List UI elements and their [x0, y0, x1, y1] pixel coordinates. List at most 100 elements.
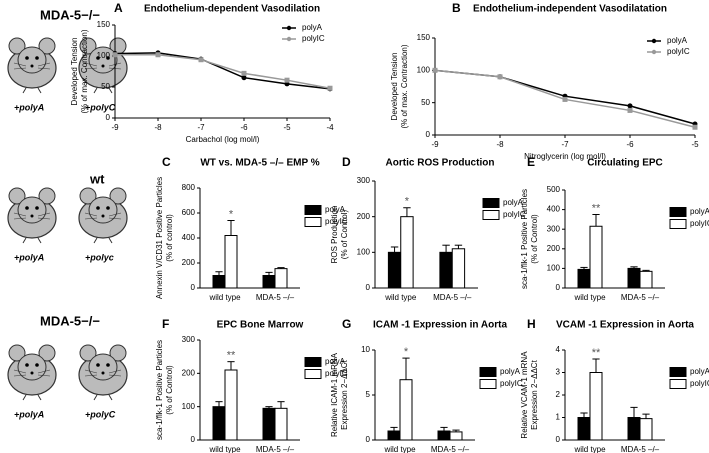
point: [432, 67, 438, 73]
chart-title: Endothelium-independent Vasodilatation: [473, 4, 667, 15]
bar: [224, 369, 238, 441]
x-tick-label: wild type: [208, 293, 241, 302]
x-tick-label: MDA-5 –/–: [431, 445, 470, 453]
bar: [262, 275, 276, 289]
legend-swatch: [304, 369, 322, 379]
y-axis-label: (% of max. Contraction): [400, 44, 409, 128]
y-axis-label: Annexin V/CD31 Positive Particles: [155, 177, 164, 299]
point: [112, 52, 118, 58]
legend-label: polyIC: [302, 34, 325, 43]
y-tick-label: 300: [357, 176, 371, 185]
significance: **: [592, 202, 601, 214]
legend-swatch: [669, 379, 687, 389]
bar: [224, 235, 238, 289]
legend-label: polyIC: [690, 379, 709, 388]
x-tick-label: MDA-5 –/–: [621, 293, 660, 302]
y-tick-label: 0: [191, 283, 196, 292]
y-axis-label: Expression 2−ΔΔCt: [530, 359, 539, 429]
panel-letter: H: [527, 317, 536, 331]
panel-letter: C: [162, 155, 171, 169]
x-tick-label: -6: [626, 140, 634, 149]
bar: [274, 268, 288, 289]
y-tick-label: 200: [182, 258, 196, 267]
x-tick-label: wild type: [384, 293, 417, 302]
y-tick-label: 600: [182, 208, 196, 217]
y-tick-label: 200: [357, 212, 371, 221]
y-axis-label: Relative VCAM-1 mRNA: [520, 351, 529, 439]
y-axis-label: sca-1/flk-1 Positive Particles: [520, 189, 529, 289]
y-tick-label: 5: [366, 390, 371, 399]
x-tick-label: -8: [496, 140, 504, 149]
y-tick-label: 0: [556, 283, 561, 292]
point: [497, 74, 503, 80]
bar: [387, 430, 401, 441]
bar: [439, 251, 453, 289]
y-tick-label: 0: [366, 283, 371, 292]
x-tick-label: -7: [197, 123, 205, 132]
bar: [274, 407, 288, 441]
significance: *: [404, 346, 409, 358]
point: [241, 70, 247, 76]
bar: [399, 379, 413, 441]
legend-swatch: [651, 38, 657, 44]
bar: [589, 225, 603, 289]
bar: [577, 417, 591, 441]
panel-letter: E: [527, 155, 535, 169]
group-label: +polyc: [85, 252, 114, 262]
x-tick-label: -5: [691, 140, 699, 149]
significance: **: [227, 350, 236, 362]
x-tick-label: MDA-5 –/–: [433, 293, 472, 302]
x-tick-label: -8: [154, 123, 162, 132]
group-title: MDA-5−/−: [40, 313, 100, 328]
panel-letter: B: [452, 1, 461, 15]
legend-label: polyA: [690, 207, 709, 216]
bar: [212, 406, 226, 441]
group-title: wt: [89, 171, 105, 186]
legend-label: polyIC: [667, 47, 690, 56]
bar: [212, 275, 226, 289]
y-tick-label: 400: [547, 205, 561, 214]
bar: [589, 372, 603, 441]
legend-label: polyIC: [325, 217, 348, 226]
legend-label: polyA: [690, 367, 709, 376]
panel-letter: G: [342, 317, 351, 331]
bar: [262, 407, 276, 441]
y-tick-label: 0: [191, 435, 196, 444]
y-tick-label: 200: [182, 368, 196, 377]
chart-title: EPC Bone Marrow: [217, 320, 304, 331]
y-tick-label: 0: [106, 113, 111, 122]
y-tick-label: 0: [366, 435, 371, 444]
x-tick-label: MDA-5 –/–: [256, 293, 295, 302]
y-axis-label: (% of Control): [165, 365, 174, 415]
point: [198, 57, 204, 63]
y-tick-label: 100: [182, 402, 196, 411]
legend-swatch: [669, 207, 687, 217]
y-tick-label: 300: [182, 335, 196, 344]
y-tick-label: 0: [426, 130, 431, 139]
point: [627, 107, 633, 113]
legend-label: polyA: [667, 36, 688, 45]
y-axis-label: (% of max. Contraction): [80, 29, 89, 113]
y-tick-label: 200: [547, 244, 561, 253]
legend-swatch: [669, 219, 687, 229]
x-tick-label: -5: [283, 123, 291, 132]
x-axis-label: Nitroglycerin (log mol/l): [524, 152, 606, 161]
y-axis-label: Developed Tension: [390, 53, 399, 121]
group-title: MDA-5−/−: [40, 7, 100, 22]
bar: [627, 267, 641, 289]
y-axis-label: (% of control): [165, 214, 174, 262]
x-tick-label: -9: [111, 123, 119, 132]
y-tick-label: 500: [547, 185, 561, 194]
y-tick-label: 800: [182, 183, 196, 192]
x-tick-label: -7: [561, 140, 569, 149]
bar: [639, 270, 653, 289]
y-tick-label: 100: [417, 65, 431, 74]
panel-letter: F: [162, 317, 169, 331]
legend-swatch: [304, 205, 322, 215]
chart-title: ICAM -1 Expression in Aorta: [373, 320, 508, 331]
legend-swatch: [304, 357, 322, 367]
y-tick-label: 3: [556, 368, 561, 377]
x-tick-label: -4: [326, 123, 334, 132]
legend-label: polyA: [500, 367, 521, 376]
